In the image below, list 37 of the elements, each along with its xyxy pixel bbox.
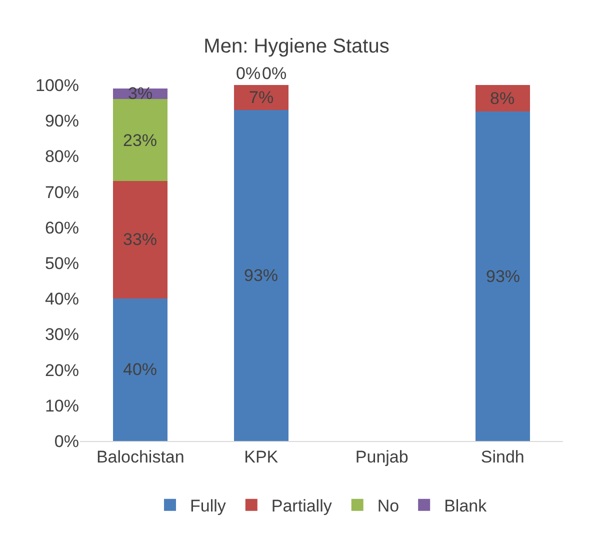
y-tick-label: 10%	[44, 396, 79, 416]
x-tick-label: Punjab	[355, 447, 408, 466]
legend-label: Fully	[190, 496, 226, 516]
bar	[475, 85, 530, 112]
y-tick-label: 100%	[36, 76, 79, 95]
y-tick-label: 50%	[44, 254, 79, 273]
y-tick-label: 60%	[44, 218, 79, 238]
legend-label: Partially	[271, 496, 332, 516]
bar	[113, 181, 168, 299]
bar	[113, 298, 168, 441]
x-tick-label: Balochistan	[96, 447, 184, 466]
legend-label: No	[377, 496, 400, 516]
data-label: 3%	[128, 84, 153, 103]
bar	[234, 85, 288, 110]
y-tick-label: 0%	[54, 432, 79, 451]
data-label: 93%	[486, 267, 520, 286]
legend-label: Blank	[444, 496, 488, 516]
chart-title: Men: Hygiene Status	[204, 36, 390, 58]
x-tick-label: Sindh	[480, 447, 524, 466]
data-label: 33%	[123, 230, 158, 249]
y-tick-label: 70%	[44, 182, 79, 202]
x-tick-label: KPK	[244, 447, 279, 466]
data-label: 7%	[249, 88, 274, 107]
data-label: 8%	[490, 89, 515, 108]
data-label: 0%	[262, 64, 287, 83]
bar	[234, 110, 288, 441]
y-tick-label: 40%	[44, 290, 79, 309]
data-label: 23%	[123, 131, 158, 150]
y-tick-label: 90%	[44, 112, 79, 131]
y-tick-label: 80%	[44, 147, 79, 166]
bar	[113, 99, 168, 182]
y-tick-label: 20%	[44, 360, 79, 380]
data-label: 0%	[236, 64, 261, 83]
y-tick-label: 30%	[44, 325, 79, 344]
data-label: 93%	[244, 266, 278, 285]
bar	[475, 112, 530, 441]
data-label: 40%	[123, 360, 158, 379]
